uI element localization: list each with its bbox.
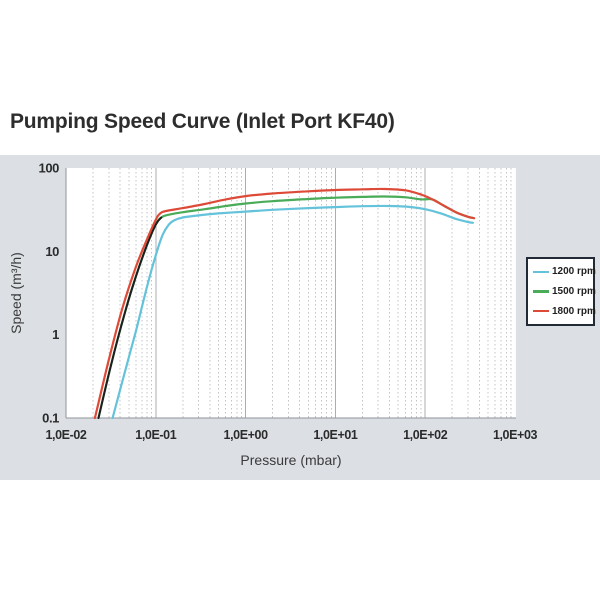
x-tick-label: 1,0E+02 [403,428,448,442]
x-tick-label: 1,0E+03 [493,428,538,442]
legend-label: 1800 rpm [552,305,596,317]
legend-line-swatch [533,270,549,274]
series-overlap-dark-segment [97,216,163,419]
legend-entry: 1200 rpm [533,266,596,277]
x-tick-label: 1,0E+01 [313,428,358,442]
legend-label: 1200 rpm [552,266,596,278]
y-tick-label: 1 [52,327,59,342]
chart-title: Pumping Speed Curve (Inlet Port KF40) [10,110,395,133]
y-tick-label: 10 [45,244,59,259]
x-tick-label: 1,0E+00 [224,428,269,442]
series-line-1200-rpm [111,204,474,420]
x-tick-label: 1,0E-02 [46,428,87,442]
y-tick-label: 0.1 [42,411,59,426]
legend-line-swatch [533,290,549,293]
legend-entry: 1500 rpm [533,286,596,297]
x-axis-label: Pressure (mbar) [240,452,342,468]
plot-area [66,168,516,418]
x-tick-label: 1,0E-01 [135,428,176,442]
legend: 1200 rpm 1500 rpm 1800 rpm [526,257,596,326]
y-tick-label: 100 [39,161,60,176]
legend-line-swatch [533,309,549,313]
y-axis-label: Speed (m³/h) [8,252,24,334]
series-line-1800-rpm [93,187,476,420]
legend-entry: 1800 rpm [533,306,596,317]
legend-label: 1500 rpm [552,285,596,297]
